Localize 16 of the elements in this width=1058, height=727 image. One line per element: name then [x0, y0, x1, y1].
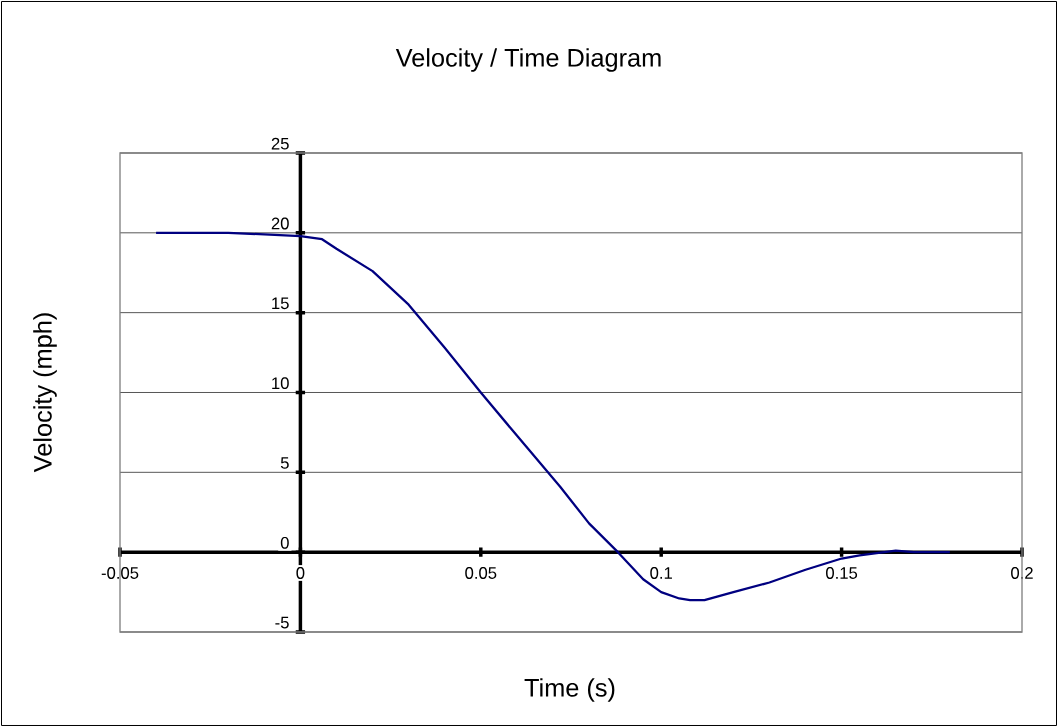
y-tick-label: -5: [275, 616, 289, 629]
x-axis-title: Time (s): [524, 678, 615, 702]
x-tick-label: -0.05: [101, 567, 139, 579]
y-tick-label: 5: [280, 457, 289, 469]
y-tick-label: 25: [271, 137, 289, 150]
chart-title: Velocity / Time Diagram: [395, 48, 661, 72]
x-tick-label: 0: [296, 567, 305, 579]
y-tick-label: 0: [280, 536, 289, 549]
x-tick-label: 0.05: [465, 567, 497, 579]
y-tick-label: 15: [272, 297, 289, 310]
y-tick-label: 10: [272, 377, 289, 390]
x-tick-label: 0.1: [650, 567, 672, 579]
x-tick-label: 0.15: [826, 567, 858, 579]
x-tick-label: 0.2: [1011, 567, 1033, 579]
y-axis-title: Velocity (mph): [33, 313, 57, 473]
y-tick-label: 20: [271, 217, 289, 230]
